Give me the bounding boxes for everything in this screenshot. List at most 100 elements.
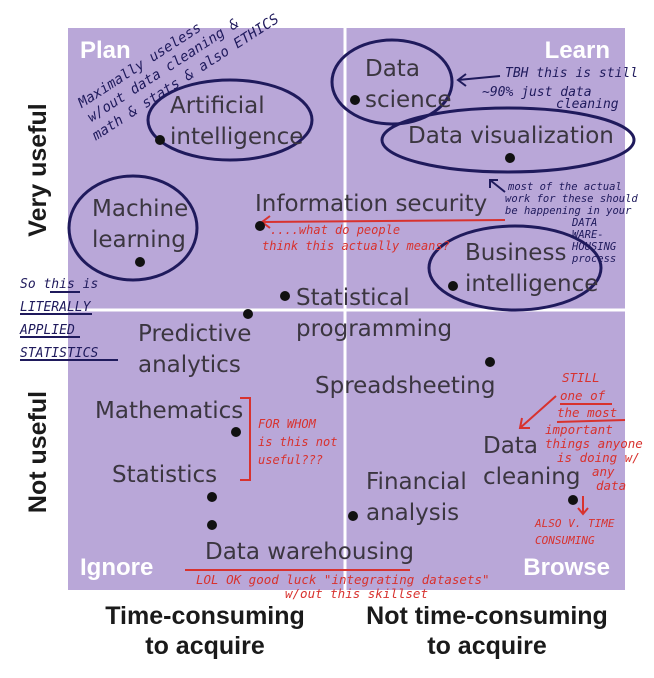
quadrant-label: Plan — [80, 37, 131, 64]
circle — [427, 224, 603, 312]
annotation: ....what do people think this actually me… — [262, 223, 450, 253]
quadrant-label: Browse — [523, 554, 610, 581]
annotation-text: ~90% just data — [482, 85, 592, 100]
annotation-text: TBH this is still — [505, 66, 638, 81]
annotation-text: most of the actual — [507, 181, 622, 193]
arrow — [456, 73, 501, 87]
item: Predictive analytics — [138, 309, 253, 378]
item-label: learning — [92, 227, 186, 253]
item-label: science — [365, 87, 452, 113]
annotation-text: w/out this skillset — [285, 586, 428, 601]
item-label: Statistics — [112, 462, 217, 488]
annotation-text: be happening in your — [505, 205, 632, 217]
annotation-text: CONSUMING — [535, 534, 595, 547]
item-dot — [350, 95, 360, 105]
item-label: Statistical — [296, 285, 410, 311]
item: Financial analysis — [348, 469, 467, 526]
item: Mathematics — [95, 398, 243, 437]
item: Data cleaning — [483, 433, 580, 505]
item: Business intelligence — [448, 240, 598, 297]
item-label: Spreadsheeting — [315, 373, 495, 399]
item-dot — [505, 153, 515, 163]
item-label: Data warehousing — [205, 539, 414, 565]
item-label: Information security — [255, 191, 487, 217]
item-label: cleaning — [483, 464, 580, 490]
y-axis-label: Not useful — [24, 391, 52, 513]
annotation: So this is LITERALLY APPLIED STATISTICS — [19, 277, 98, 361]
annotation: ALSO V. TIME CONSUMING — [534, 517, 615, 547]
annotation-text: work for these should — [505, 193, 638, 205]
y-axis-label: Very useful — [24, 103, 52, 236]
annotation-text: is this not — [258, 435, 337, 449]
item-label: analytics — [138, 352, 241, 378]
item-dot — [255, 221, 265, 231]
annotation-text: one of — [560, 388, 606, 403]
item-label: Data visualization — [408, 123, 614, 149]
annotation-text: DATA — [571, 217, 597, 229]
item-label: analysis — [366, 500, 459, 526]
quadrant-label: Learn — [545, 37, 610, 64]
arrows — [20, 73, 626, 571]
item-label: Mathematics — [95, 398, 243, 424]
annotation-text: WARE- — [572, 229, 604, 241]
annotation: LOL OK good luck "integrating datasets"w… — [196, 572, 490, 601]
item-dot — [485, 357, 495, 367]
item-dot — [448, 281, 458, 291]
item: Artificial intelligence — [155, 93, 303, 150]
item-label: Predictive — [138, 321, 251, 347]
item-dot — [207, 492, 217, 502]
annotation-text: APPLIED — [19, 323, 75, 338]
annotation-text: data — [596, 478, 626, 493]
x-axis-label: to acquire — [145, 632, 265, 660]
item: Statistical programming — [280, 285, 452, 342]
annotation-text: is doing w/ — [557, 450, 640, 465]
item: Machine learning — [92, 196, 188, 267]
annotation-text: process — [571, 253, 616, 265]
circle — [330, 38, 454, 126]
item-label: intelligence — [465, 271, 598, 297]
item: Spreadsheeting — [315, 357, 495, 399]
item-label: intelligence — [170, 124, 303, 150]
item-dot — [155, 135, 165, 145]
annotation: FOR WHOM is this not useful??? — [258, 417, 337, 467]
arrow — [577, 496, 589, 516]
item-dot — [568, 495, 578, 505]
annotation-text: useful??? — [258, 453, 323, 467]
arrow — [489, 179, 506, 193]
underline — [556, 403, 626, 423]
circles — [67, 38, 636, 312]
item-label: programming — [296, 316, 452, 342]
annotation-text: STILL — [562, 370, 600, 385]
item-dot — [207, 520, 217, 530]
item-dot — [231, 427, 241, 437]
annotation-text: any — [592, 464, 615, 479]
annotation-text: HOUSING — [571, 241, 617, 253]
circle — [380, 106, 636, 174]
item-dot — [348, 511, 358, 521]
x-axis-label: to acquire — [427, 632, 547, 660]
annotation-text: FOR WHOM — [258, 417, 317, 431]
annotation-text: things anyone — [545, 436, 643, 451]
item-label: Business — [465, 240, 566, 266]
annotation-text: ....what do people — [270, 223, 400, 237]
annotation-text: ALSO V. TIME — [534, 517, 615, 530]
annotation-text: LOL OK good luck "integrating datasets" — [196, 572, 490, 587]
item-dot — [280, 291, 290, 301]
item-dot — [243, 309, 253, 319]
annotation-text: So this is — [20, 277, 98, 292]
x-axis-label: Not time-consuming — [366, 602, 608, 630]
item: Data warehousing — [205, 520, 414, 565]
item-dot — [135, 257, 145, 267]
item-label: Machine — [92, 196, 188, 222]
underline — [20, 291, 118, 361]
bracket — [240, 397, 251, 481]
quadrant-label: Ignore — [80, 554, 153, 581]
annotation-text: LITERALLY — [20, 300, 92, 315]
annotation-text: think this actually means? — [262, 239, 450, 253]
item-label: Data — [483, 433, 538, 459]
item: Statistics — [112, 462, 217, 502]
annotation-text: cleaning — [556, 97, 619, 112]
item: Information security — [255, 191, 487, 231]
